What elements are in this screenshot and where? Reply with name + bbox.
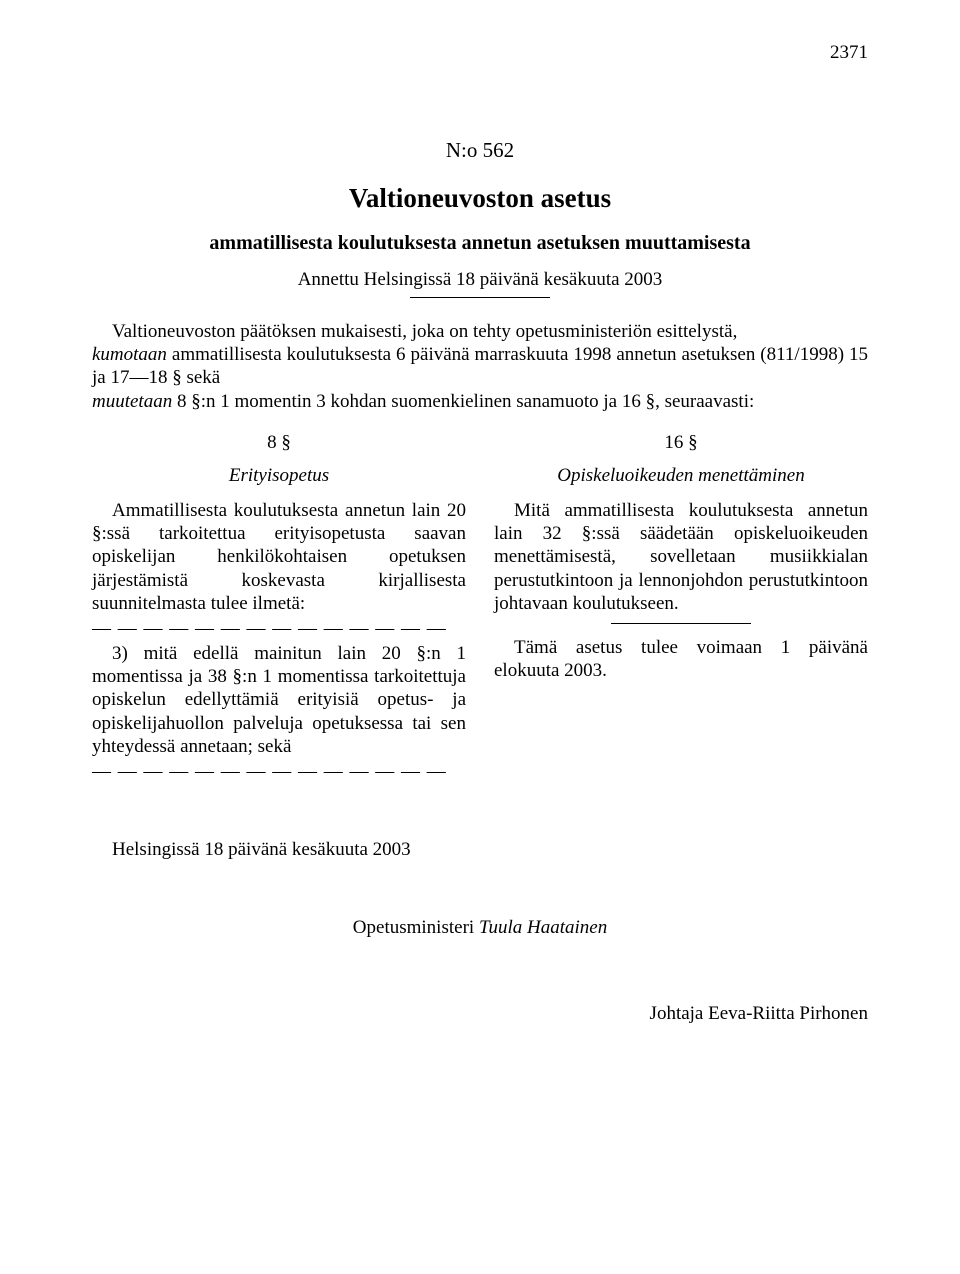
given-at: Annettu Helsingissä 18 päivänä kesäkuuta… — [92, 269, 868, 291]
preamble-kumotaan-text: ammatillisesta koulutuksesta 6 päivänä m… — [92, 344, 868, 388]
section-8-heading: Erityisopetus — [92, 464, 466, 487]
section-rule — [611, 623, 751, 624]
document-subtitle: ammatillisesta koulutuksesta annetun ase… — [92, 232, 868, 255]
document-title: Valtioneuvoston asetus — [92, 183, 868, 214]
signing-place-date: Helsingissä 18 päivänä kesäkuuta 2003 — [92, 839, 868, 861]
minister-title: Opetusministeri — [353, 917, 479, 938]
section-8-item-3: 3) mitä edellä mainitun lain 20 §:n 1 mo… — [92, 642, 466, 758]
section-16-number: 16 § — [494, 431, 868, 454]
dash-line-1: — — — — — — — — — — — — — — — [92, 617, 466, 640]
document-number: N:o 562 — [92, 138, 868, 163]
entry-into-force: Tämä asetus tulee voimaan 1 päivänä elok… — [494, 636, 868, 682]
left-column: 8 § Erityisopetus Ammatillisesta koulutu… — [92, 427, 466, 783]
minister-line: Opetusministeri Tuula Haatainen — [92, 917, 868, 939]
preamble-muutetaan-text: 8 §:n 1 momentin 3 kohdan suomenkielinen… — [172, 391, 754, 412]
document-page: 2371 N:o 562 Valtioneuvoston asetus amma… — [0, 0, 960, 1274]
title-rule — [410, 297, 550, 298]
director-line: Johtaja Eeva-Riitta Pirhonen — [92, 1003, 868, 1025]
preamble-muutetaan-verb: muutetaan — [92, 391, 172, 412]
right-column: 16 § Opiskeluoikeuden menettäminen Mitä … — [494, 427, 868, 783]
preamble-kumotaan-verb: kumotaan — [92, 344, 167, 365]
page-number: 2371 — [830, 42, 868, 64]
preamble-lead: Valtioneuvoston päätöksen mukaisesti, jo… — [112, 321, 737, 342]
preamble: Valtioneuvoston päätöksen mukaisesti, jo… — [92, 320, 868, 413]
dash-line-2: — — — — — — — — — — — — — — — [92, 760, 466, 783]
section-8-para-1: Ammatillisesta koulutuksesta annetun lai… — [92, 499, 466, 615]
section-16-para-1: Mitä ammatillisesta koulutuksesta annetu… — [494, 499, 868, 615]
section-8-number: 8 § — [92, 431, 466, 454]
section-16-heading: Opiskeluoikeuden menettäminen — [494, 464, 868, 487]
columns: 8 § Erityisopetus Ammatillisesta koulutu… — [92, 427, 868, 783]
minister-name: Tuula Haatainen — [479, 917, 607, 938]
